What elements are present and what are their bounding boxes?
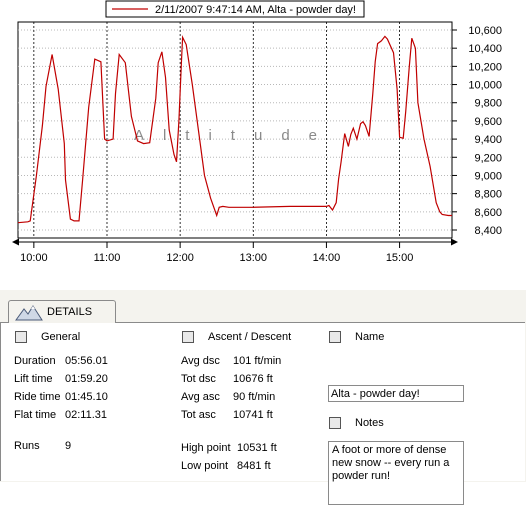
tot-dsc-value: 10676 ft — [233, 373, 273, 385]
y-tick-label: 10,400 — [468, 43, 502, 55]
y-tick-label: 8,800 — [474, 189, 502, 201]
y-tick-label: 10,200 — [468, 61, 502, 73]
y-tick-label: 9,000 — [474, 170, 502, 182]
details-section: DETAILS General Duration 05:56.01 Lift t… — [0, 290, 526, 505]
tot-asc-value: 10741 ft — [233, 409, 273, 421]
plot-area — [17, 21, 453, 239]
avg-asc-value: 90 ft/min — [233, 391, 276, 403]
ride-time-label: Ride time — [14, 391, 61, 403]
name-icon — [329, 331, 341, 343]
tab-details[interactable]: DETAILS — [8, 300, 116, 323]
mountain-icon — [15, 305, 43, 321]
avg-asc-label: Avg asc — [181, 391, 220, 403]
duration-value: 05:56.01 — [65, 355, 108, 367]
notes-icon — [329, 417, 341, 429]
tab-details-label: DETAILS — [47, 306, 93, 318]
y-tick-label: 8,400 — [474, 225, 502, 237]
y-tick-label: 9,200 — [474, 152, 502, 164]
x-tick-label: 10:00 — [20, 252, 48, 264]
x-tick-label: 13:00 — [240, 252, 268, 264]
ascent-descent-header: Ascent / Descent — [208, 331, 292, 343]
notes-field[interactable]: A foot or more of dense new snow -- ever… — [328, 441, 464, 505]
y-tick-label: 9,400 — [474, 134, 502, 146]
notes-header: Notes — [355, 417, 384, 429]
scroll-right-arrow-icon[interactable] — [451, 238, 458, 246]
y-tick-label: 10,600 — [468, 25, 502, 37]
y-tick-label: 10,000 — [468, 80, 502, 92]
lift-time-value: 01:59.20 — [65, 373, 108, 385]
general-header: General — [41, 331, 81, 343]
details-panel: General Duration 05:56.01 Lift time 01:5… — [0, 322, 525, 505]
low-point-value: 8481 ft — [237, 460, 271, 472]
y-tick-label: 8,600 — [474, 207, 502, 219]
altitude-chart[interactable]: Altitude 10,600 10,400 10,200 10,000 9,800 9,… — [0, 0, 526, 290]
name-field[interactable]: Alta - powder day! — [328, 385, 464, 402]
avg-dsc-label: Avg dsc — [181, 355, 220, 367]
flat-time-label: Flat time — [14, 409, 57, 421]
scroll-left-arrow-icon[interactable] — [12, 238, 19, 246]
y-tick-label: 9,800 — [474, 98, 502, 110]
legend-label: 2/11/2007 9:47:14 AM, Alta - powder day! — [155, 4, 356, 16]
flat-time-value: 02:11.31 — [65, 409, 108, 421]
tot-asc-label: Tot asc — [181, 409, 216, 421]
y-tick-label: 9,600 — [474, 116, 502, 128]
general-icon — [15, 331, 27, 343]
high-point-label: High point — [181, 442, 231, 454]
x-tick-label: 11:00 — [94, 252, 121, 264]
lift-time-label: Lift time — [14, 373, 53, 385]
chart-legend: 2/11/2007 9:47:14 AM, Alta - powder day! — [105, 0, 365, 18]
x-tick-label: 14:00 — [313, 252, 341, 264]
low-point-label: Low point — [181, 460, 229, 472]
tot-dsc-label: Tot dsc — [181, 373, 216, 385]
high-point-value: 10531 ft — [237, 442, 277, 454]
runs-value: 9 — [65, 440, 72, 452]
runs-label: Runs — [14, 440, 40, 452]
x-tick-label: 12:00 — [166, 252, 194, 264]
ride-time-value: 01:45.10 — [65, 391, 108, 403]
altitude-series-line — [17, 34, 452, 224]
name-header: Name — [355, 331, 385, 343]
x-tick-label: 15:00 — [386, 252, 414, 264]
watermark-label: Altitude — [134, 127, 336, 144]
duration-label: Duration — [14, 355, 56, 367]
avg-dsc-value: 101 ft/min — [233, 355, 282, 367]
ascent-descent-icon — [182, 331, 194, 343]
